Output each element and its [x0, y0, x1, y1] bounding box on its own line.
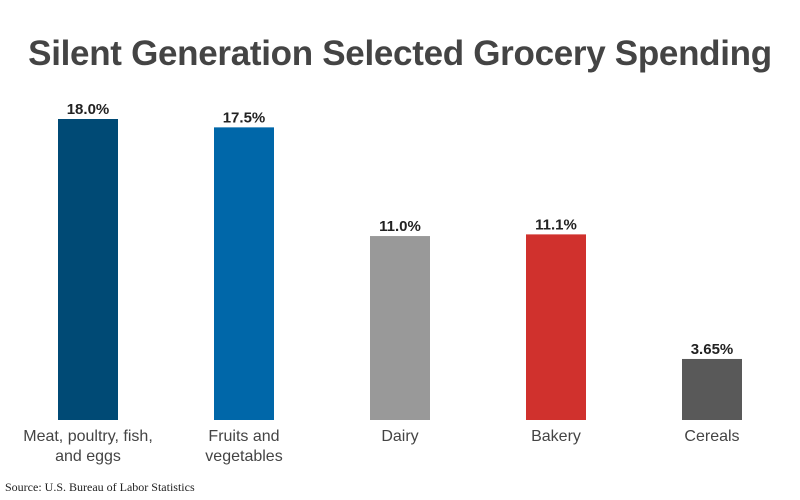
source-note: Source: U.S. Bureau of Labor Statistics [5, 480, 195, 494]
category-label: Dairy [381, 428, 419, 445]
bar [214, 127, 274, 420]
data-label: 17.5% [223, 109, 266, 126]
data-label: 18.0% [67, 101, 110, 118]
data-label: 3.65% [691, 341, 734, 358]
data-label: 11.1% [535, 216, 577, 233]
bar [370, 236, 430, 420]
data-label: 11.0% [379, 218, 421, 235]
category-label: Meat, poultry, fish, and eggs [23, 428, 153, 465]
category-label: Cereals [684, 428, 740, 445]
bar [526, 234, 586, 420]
category-label: Bakery [531, 428, 581, 445]
bar [58, 119, 118, 420]
category-label: Fruits and vegetables [205, 428, 283, 465]
bar [682, 358, 742, 420]
chart-title: Silent Generation Selected Grocery Spend… [28, 34, 772, 73]
